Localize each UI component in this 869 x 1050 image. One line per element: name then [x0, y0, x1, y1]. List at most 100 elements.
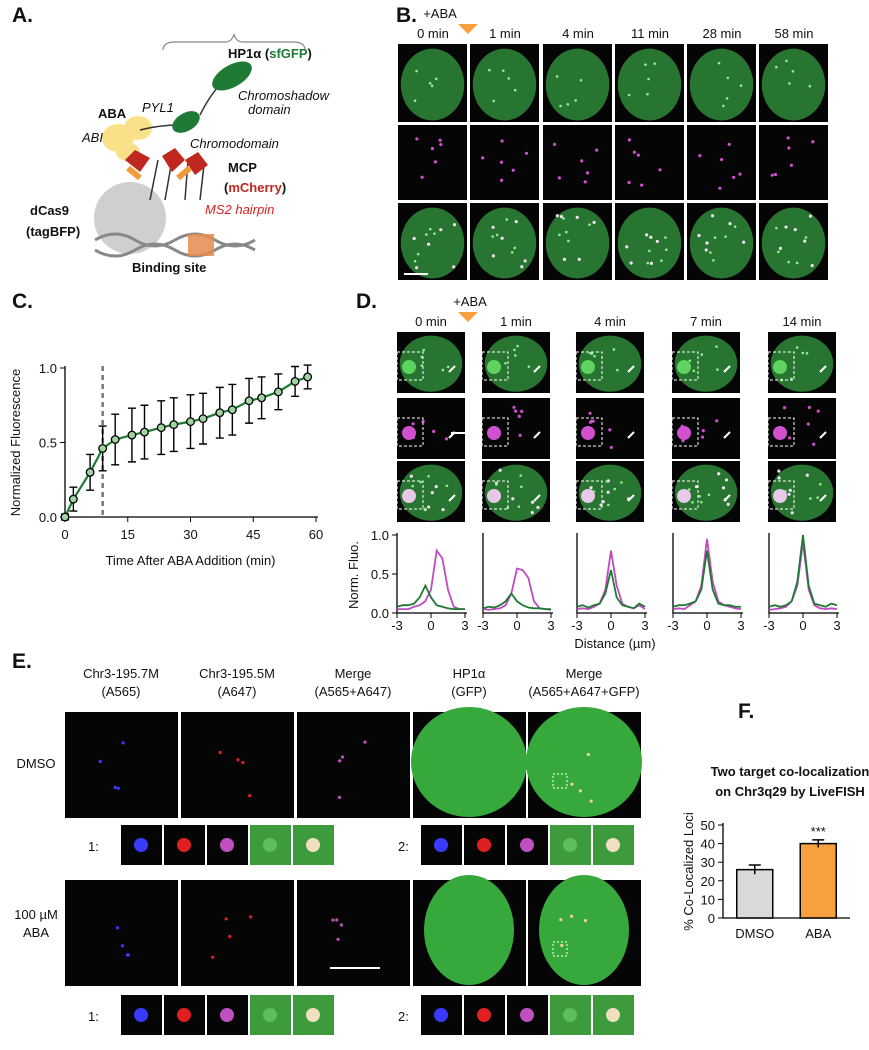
locus: [524, 151, 529, 155]
column-header: HP1α: [453, 666, 486, 681]
locus: [742, 240, 746, 244]
arrow: [723, 365, 731, 373]
locus: [718, 186, 722, 190]
crop-spot: [306, 838, 320, 852]
column-header: Merge: [335, 666, 372, 681]
inset-spot: [402, 360, 416, 374]
locus: [498, 468, 502, 472]
locus: [580, 159, 584, 163]
text: sfGFP: [269, 46, 308, 61]
locus: [724, 478, 729, 482]
inset: [575, 417, 603, 447]
focus: [700, 353, 704, 356]
locus: [120, 944, 125, 948]
focus: [504, 362, 507, 365]
focus: [785, 59, 788, 63]
focus: [428, 81, 432, 85]
inset-spot: [487, 489, 501, 503]
locus: [557, 176, 561, 180]
line: [576, 569, 646, 610]
focus: [620, 481, 623, 484]
crop-spot: [520, 1008, 534, 1022]
focus: [816, 496, 819, 499]
crop-spot: [520, 838, 534, 852]
x-tick-label: 0: [607, 618, 614, 633]
locus: [644, 233, 649, 237]
arrow: [723, 494, 731, 502]
focus: [445, 484, 449, 488]
locus: [609, 445, 613, 450]
locus: [518, 433, 522, 437]
locus: [439, 228, 443, 232]
inset: [575, 480, 603, 510]
focus: [519, 474, 523, 477]
x-axis-label: Time After ABA Addition (min): [105, 553, 275, 568]
inset-spot: [581, 360, 595, 374]
nucleus: [770, 464, 834, 521]
treatment-label: +ABA: [453, 294, 487, 309]
focus: [593, 354, 596, 358]
locus: [583, 180, 587, 184]
locus: [439, 142, 443, 147]
hairpin: [149, 159, 205, 201]
locus: [536, 505, 540, 510]
inset: [767, 480, 795, 510]
text: mCherry: [228, 180, 282, 195]
inset: [481, 351, 509, 381]
column-header: Chr3-195.7M: [83, 666, 159, 681]
chromodomain-shape: [172, 111, 200, 133]
locus: [592, 220, 596, 224]
focus: [653, 62, 656, 65]
crop-spot: [563, 838, 577, 852]
crop-spot: [134, 1008, 148, 1022]
dcas9-shape: [94, 182, 166, 254]
nucleus: [545, 48, 610, 121]
locus: [513, 409, 518, 413]
marker: [244, 396, 254, 406]
time-label: 28 min: [702, 26, 741, 41]
marker: [85, 467, 95, 477]
text: ): [308, 46, 312, 61]
focus: [513, 88, 517, 92]
label: (tagBFP): [26, 224, 80, 239]
inset-spot: [581, 489, 595, 503]
locus: [432, 429, 436, 433]
locus: [337, 795, 342, 799]
inset: [481, 480, 509, 510]
locus: [816, 409, 820, 413]
marker: [303, 372, 313, 382]
locus: [514, 220, 518, 224]
focus: [819, 483, 822, 486]
locus: [248, 794, 252, 798]
panel-label: D.: [356, 290, 377, 313]
inset-spot: [677, 489, 691, 503]
x-tick-label: 45: [246, 527, 260, 542]
label: Chromoshadow: [238, 88, 331, 103]
marker: [227, 405, 237, 415]
locus: [438, 138, 442, 142]
locus: [444, 437, 449, 441]
focus: [501, 69, 505, 72]
focus: [725, 97, 729, 100]
focus: [590, 352, 594, 355]
time-label: 1 min: [489, 26, 521, 41]
locus: [721, 486, 726, 490]
focus: [795, 346, 799, 349]
locus: [705, 241, 709, 245]
crop-spot: [177, 1008, 191, 1022]
crop-label: 1:: [88, 839, 99, 854]
treatment-arrow: [458, 24, 478, 34]
locus: [211, 955, 215, 959]
x-tick-label: -3: [571, 618, 583, 633]
focus: [567, 239, 570, 243]
column-header: Merge: [566, 666, 603, 681]
focus: [434, 77, 438, 81]
locus: [778, 246, 783, 250]
arrow: [819, 431, 827, 439]
text: ): [282, 180, 286, 195]
locus: [530, 500, 535, 504]
x-tick-label: 0: [513, 618, 520, 633]
line: [768, 534, 838, 608]
arrow: [448, 494, 456, 502]
locus: [491, 225, 495, 229]
